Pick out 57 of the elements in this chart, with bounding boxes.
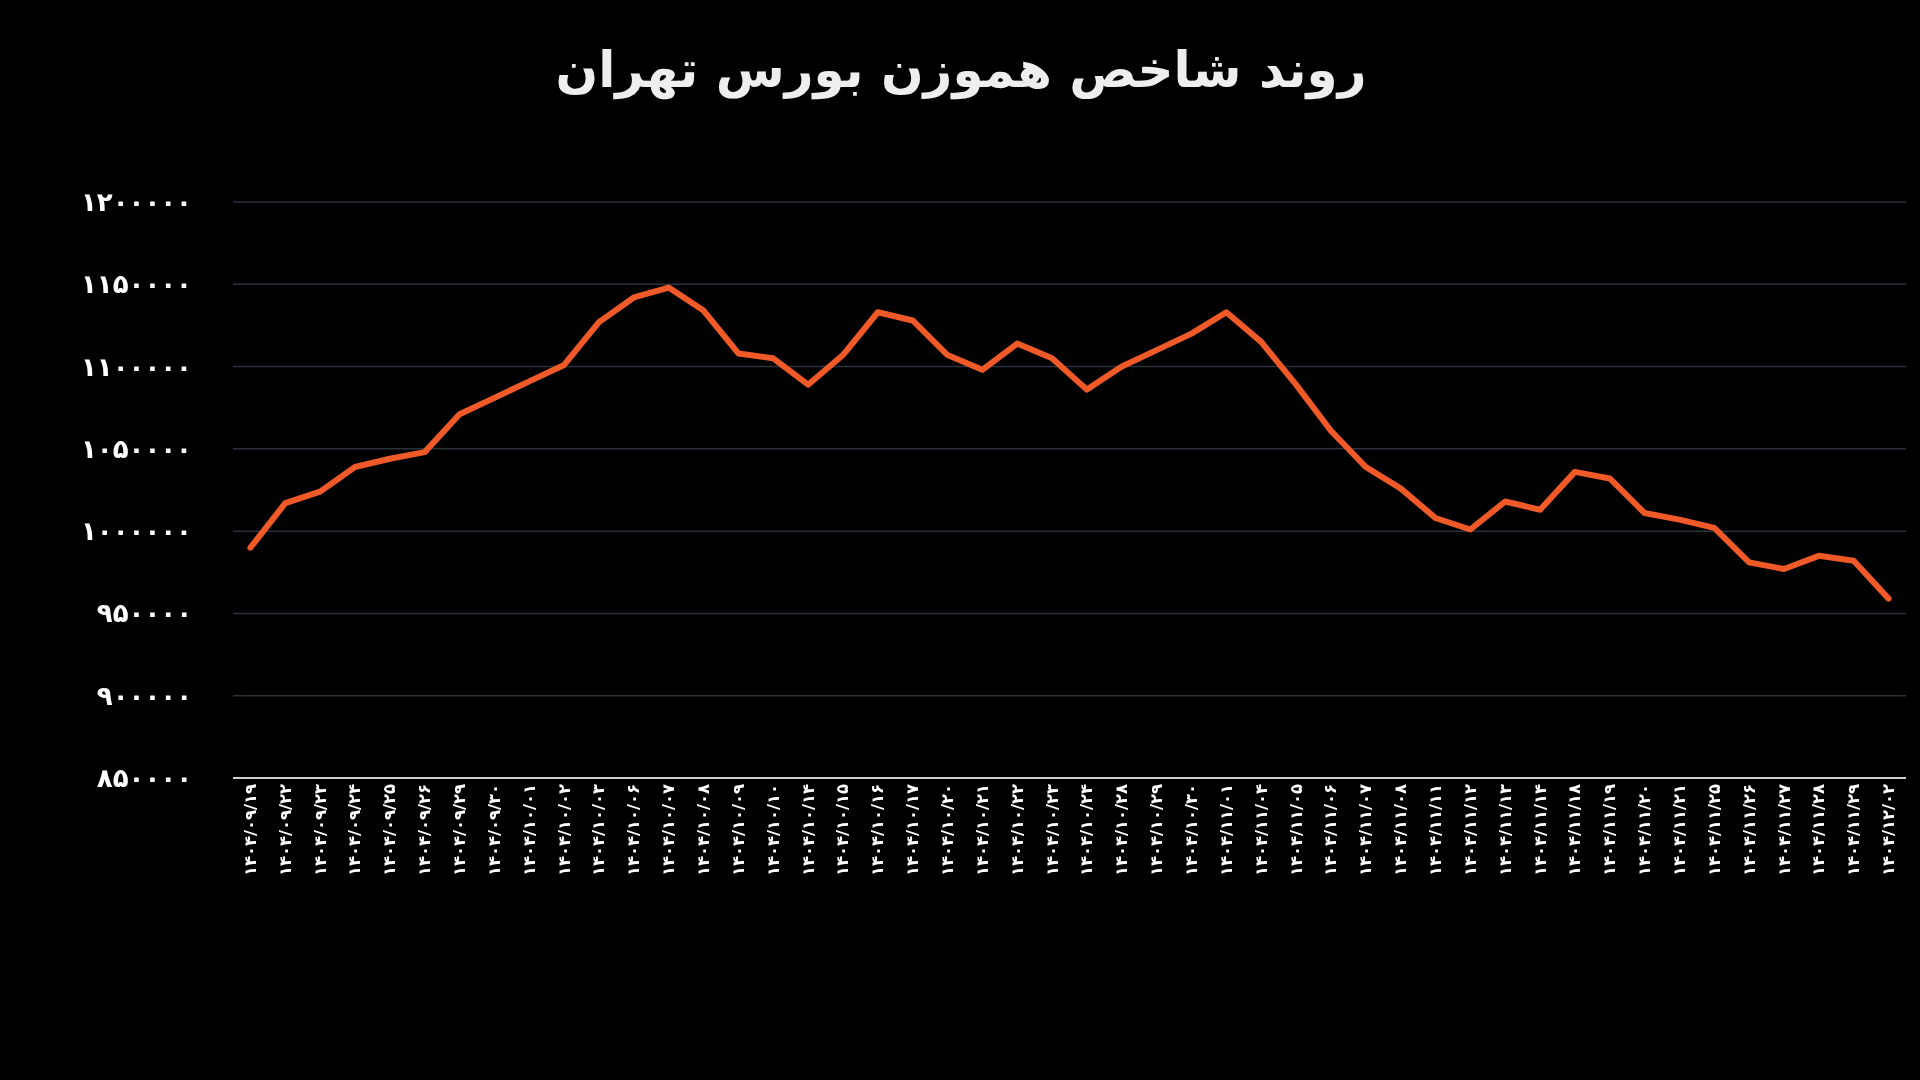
x-tick-label: ۱۴۰۴/۰۹/۲۴ [345, 784, 365, 877]
x-tick-label: ۱۴۰۴/۱۱/۰۸ [1391, 784, 1411, 877]
x-tick-label: ۱۴۰۴/۱۱/۲۹ [1844, 784, 1864, 877]
x-tick-label: ۱۴۰۴/۱۰/۱۵ [833, 784, 853, 877]
x-tick-label: ۱۴۰۴/۱۱/۱۹ [1600, 784, 1620, 877]
y-tick-label: ۱۱۵۰۰۰۰ [80, 269, 192, 300]
x-tick-label: ۱۴۰۴/۰۹/۱۹ [240, 784, 260, 877]
x-tick-label: ۱۴۰۴/۱۱/۰۷ [1356, 784, 1376, 877]
y-tick-label: ۱۲۰۰۰۰۰ [80, 187, 192, 217]
x-tick-label: ۱۴۰۴/۱۱/۲۷ [1774, 784, 1794, 877]
x-tick-label: ۱۴۰۴/۱۰/۲۸ [1112, 784, 1132, 877]
x-tick-label: ۱۴۰۴/۱۱/۲۸ [1809, 784, 1829, 877]
x-tick-label: ۱۴۰۴/۱۰/۱۶ [868, 784, 888, 877]
x-tick-label: ۱۴۰۴/۱۰/۲۰ [938, 784, 958, 877]
x-tick-label: ۱۴۰۴/۱۰/۲۴ [1077, 784, 1097, 877]
x-tick-label: ۱۴۰۴/۱۱/۰۱ [1216, 784, 1236, 877]
x-tick-label: ۱۴۰۴/۱۰/۰۳ [589, 784, 609, 877]
y-tick-label: ۱۰۵۰۰۰۰ [80, 433, 192, 464]
x-tick-label: ۱۴۰۴/۱۱/۲۵ [1704, 784, 1724, 877]
x-tick-label: ۱۴۰۴/۱۱/۰۶ [1321, 784, 1341, 877]
y-tick-label: ۱۱۰۰۰۰۰ [80, 351, 192, 382]
x-tick-label: ۱۴۰۴/۱۰/۱۰ [763, 784, 783, 877]
x-tick-label: ۱۴۰۴/۱۱/۲۶ [1739, 784, 1759, 877]
y-tick-label: ۹۰۰۰۰۰ [96, 680, 192, 711]
x-tick-label: ۱۴۰۴/۱۰/۰۶ [624, 784, 644, 877]
x-tick-label: ۱۴۰۴/۱۱/۰۵ [1286, 784, 1306, 877]
x-tick-label: ۱۴۰۴/۰۹/۲۲ [275, 784, 295, 877]
x-tick-label: ۱۴۰۴/۰۹/۲۵ [380, 784, 400, 877]
y-tick-label: ۹۵۰۰۰۰ [96, 598, 192, 629]
x-tick-label: ۱۴۰۴/۱۰/۱۷ [903, 784, 923, 877]
x-tick-label: ۱۴۰۴/۱۱/۰۴ [1251, 784, 1271, 877]
y-tick-label: ۸۵۰۰۰۰ [96, 763, 192, 793]
x-tick-label: ۱۴۰۴/۰۹/۳۰ [484, 784, 504, 877]
x-tick-label: ۱۴۰۴/۱۰/۲۱ [972, 784, 992, 877]
y-tick-label: ۱۰۰۰۰۰۰ [80, 516, 192, 547]
x-tick-label: ۱۴۰۴/۱۲/۰۲ [1879, 784, 1899, 877]
x-tick-label: ۱۴۰۴/۰۹/۲۳ [310, 784, 330, 877]
x-tick-label: ۱۴۰۴/۱۰/۲۲ [1007, 784, 1027, 877]
x-tick-label: ۱۴۰۴/۰۹/۲۶ [415, 784, 435, 877]
x-tick-label: ۱۴۰۴/۱۰/۰۱ [519, 784, 539, 877]
x-tick-label: ۱۴۰۴/۱۱/۱۲ [1460, 784, 1480, 877]
chart-title: روند شاخص هموزن بورس تهران [555, 41, 1367, 100]
x-tick-label: ۱۴۰۴/۱۰/۰۹ [728, 784, 748, 877]
x-tick-label: ۱۴۰۴/۱۰/۲۳ [1042, 784, 1062, 877]
x-tick-label: ۱۴۰۴/۱۱/۱۳ [1495, 784, 1515, 877]
x-tick-label: ۱۴۰۴/۱۰/۱۴ [798, 784, 818, 877]
x-tick-label: ۱۴۰۴/۱۱/۱۴ [1530, 784, 1550, 877]
x-tick-label: ۱۴۰۴/۰۹/۲۹ [450, 784, 470, 877]
x-tick-label: ۱۴۰۴/۱۱/۲۱ [1669, 784, 1689, 877]
x-tick-label: ۱۴۰۴/۱۰/۰۸ [694, 784, 714, 877]
x-tick-label: ۱۴۰۴/۱۰/۳۰ [1181, 784, 1201, 877]
x-tick-label: ۱۴۰۴/۱۰/۲۹ [1147, 784, 1167, 877]
x-tick-label: ۱۴۰۴/۱۰/۰۷ [659, 784, 679, 877]
x-tick-label: ۱۴۰۴/۱۱/۱۱ [1425, 784, 1445, 877]
x-tick-label: ۱۴۰۴/۱۱/۱۸ [1565, 784, 1585, 877]
x-tick-label: ۱۴۰۴/۱۰/۰۲ [554, 784, 574, 877]
x-tick-label: ۱۴۰۴/۱۱/۲۰ [1635, 784, 1655, 877]
